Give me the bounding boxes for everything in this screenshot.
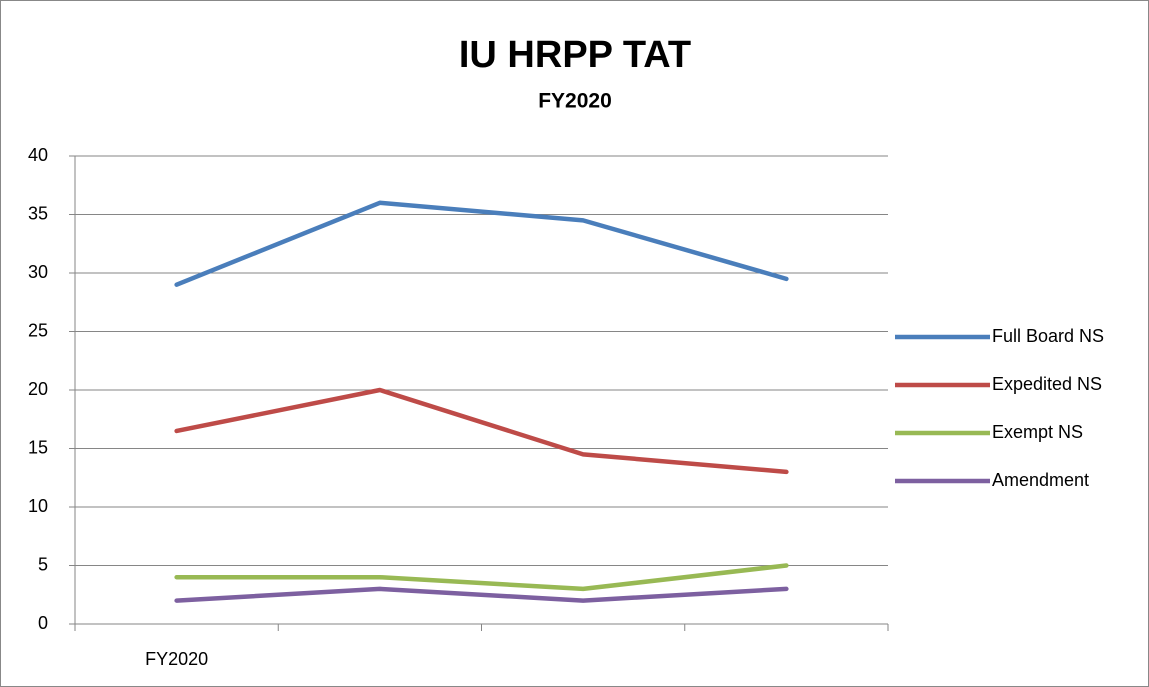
y-tick-label: 5	[38, 554, 48, 574]
series-line	[174, 387, 789, 475]
y-tick-label: 15	[28, 437, 48, 457]
y-tick-label: 30	[28, 262, 48, 282]
chart-title: IU HRPP TAT	[459, 34, 691, 76]
y-tick-label: 10	[28, 496, 48, 516]
chart-subtitle: FY2020	[538, 90, 612, 113]
y-tick-label: 35	[28, 203, 48, 223]
y-tick-label: 20	[28, 379, 48, 399]
y-tick-label: 25	[28, 320, 48, 340]
y-tick-label: 40	[28, 145, 48, 165]
x-tick-label: FY2020	[145, 649, 208, 669]
legend-label: Expedited NS	[992, 374, 1102, 394]
series-line	[174, 563, 789, 592]
series-line	[174, 586, 789, 603]
series-line	[174, 200, 789, 287]
legend-label: Full Board NS	[992, 326, 1104, 346]
y-tick-label: 0	[38, 613, 48, 633]
legend-label: Exempt NS	[992, 422, 1083, 442]
legend-label: Amendment	[992, 470, 1089, 490]
